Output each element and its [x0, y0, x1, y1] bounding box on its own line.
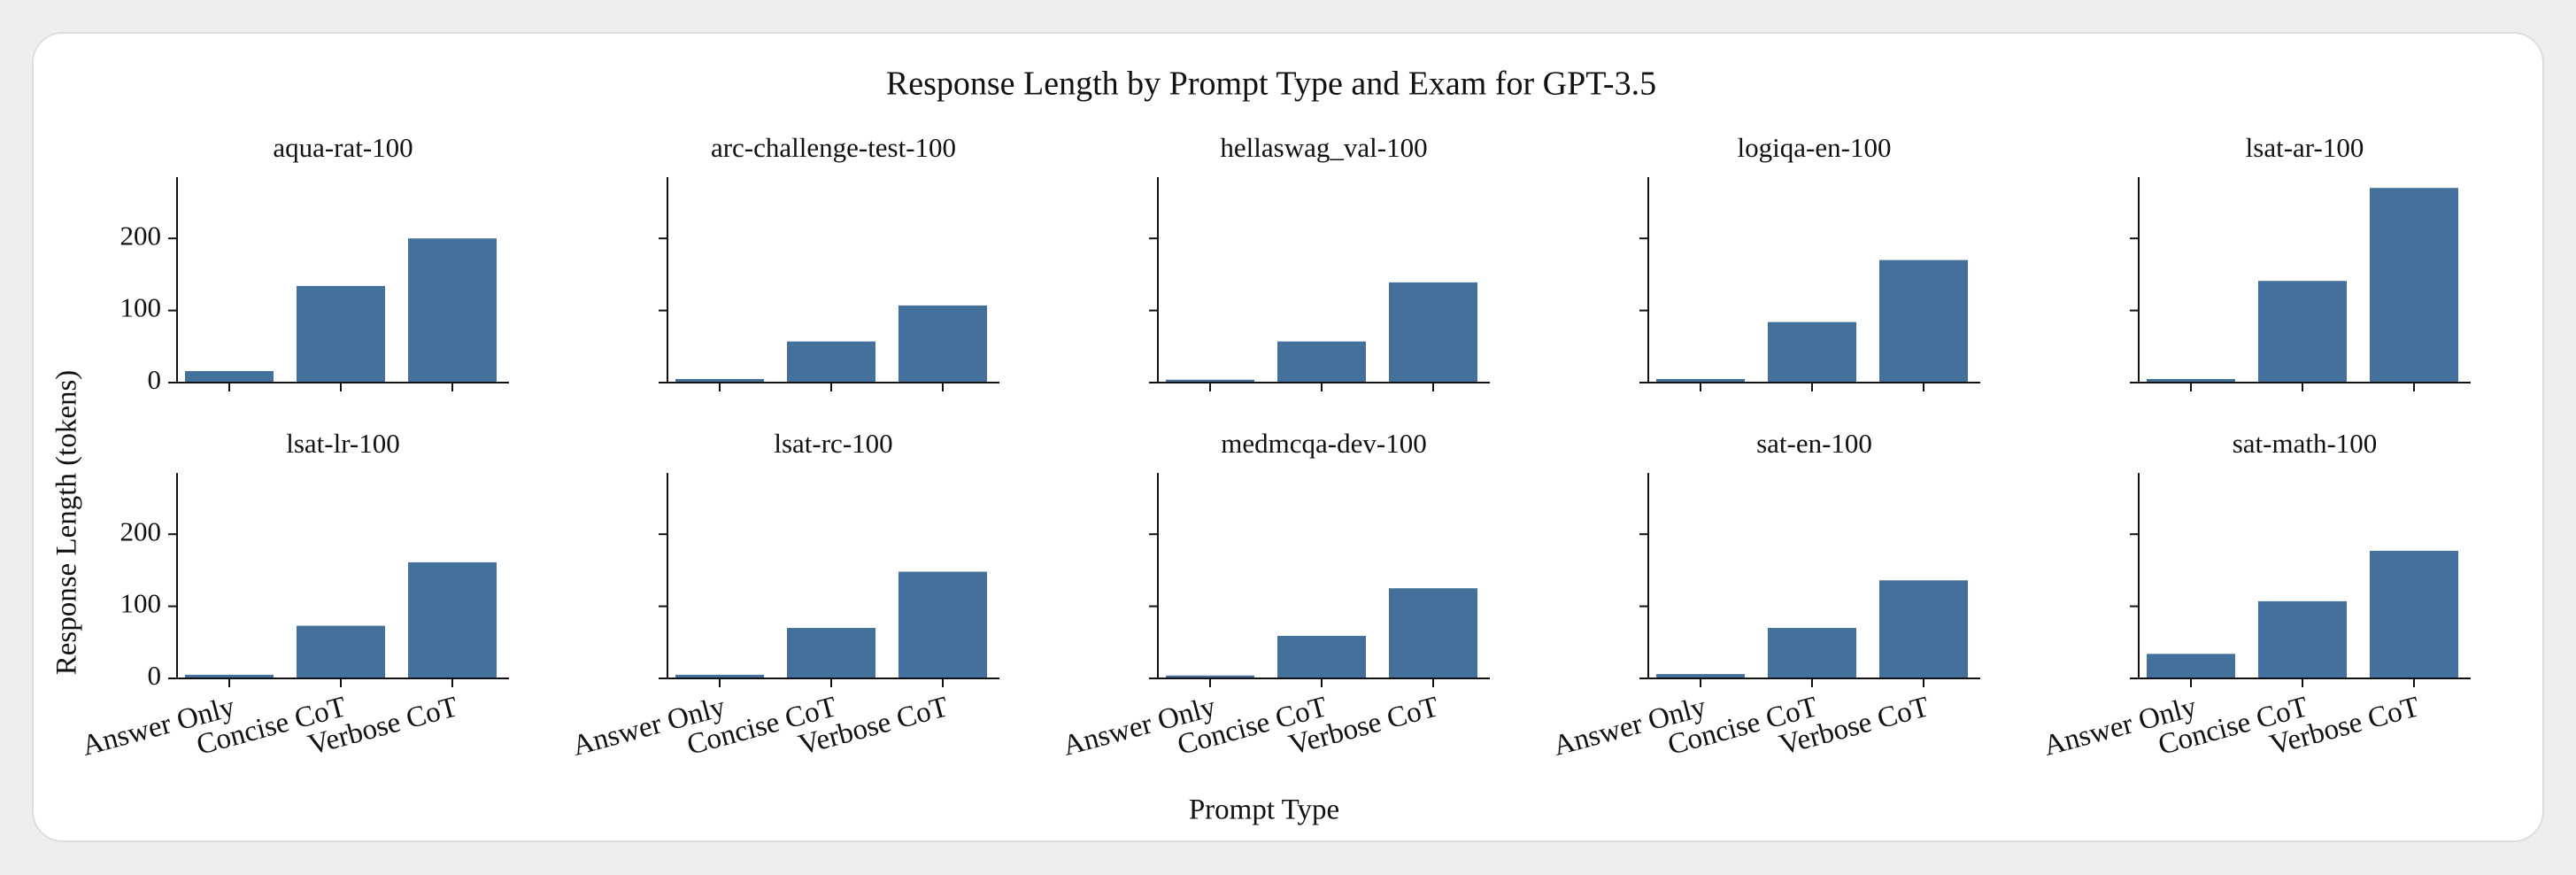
- bar: [1768, 321, 1856, 383]
- bar: [1656, 378, 1745, 383]
- bar: [1768, 628, 1856, 678]
- bar: [1656, 674, 1745, 678]
- bar: [1879, 580, 1968, 678]
- subplot-title: sat-math-100: [2233, 428, 2378, 459]
- bar: [1166, 675, 1254, 678]
- subplot-title: lsat-lr-100: [286, 428, 400, 459]
- y-tick-label: 200: [120, 515, 162, 546]
- bar: [2147, 654, 2235, 678]
- bar: [2258, 281, 2347, 383]
- subplot-title: lsat-ar-100: [2246, 132, 2364, 163]
- bar: [899, 305, 987, 383]
- y-tick-label: 0: [148, 364, 162, 395]
- bar: [675, 674, 764, 678]
- y-axis-label: Response Length (tokens): [51, 370, 83, 676]
- subplot-title: hellaswag_val-100: [1220, 132, 1427, 163]
- bar: [2370, 550, 2458, 678]
- y-tick-label: 200: [120, 220, 162, 251]
- bar: [1879, 259, 1968, 383]
- subplot-title: logiqa-en-100: [1738, 132, 1892, 163]
- bar: [1277, 341, 1366, 383]
- bar: [297, 285, 385, 383]
- bar: [185, 370, 274, 383]
- bar: [787, 341, 875, 383]
- x-axis-label: Prompt Type: [1189, 794, 1339, 826]
- subplot-title: arc-challenge-test-100: [711, 132, 956, 163]
- y-tick-label: 100: [120, 588, 162, 619]
- y-tick-label: 0: [148, 660, 162, 691]
- bar: [185, 674, 274, 678]
- subplot-title: lsat-rc-100: [774, 428, 892, 459]
- subplot-title: aqua-rat-100: [273, 132, 413, 163]
- bar: [1277, 635, 1366, 678]
- bar: [899, 571, 987, 678]
- subplot-title: sat-en-100: [1756, 428, 1872, 459]
- bar: [297, 625, 385, 678]
- bar: [408, 238, 497, 383]
- figure-title: Response Length by Prompt Type and Exam …: [886, 66, 1656, 103]
- bar: [787, 628, 875, 678]
- subplot-title: medmcqa-dev-100: [1221, 428, 1426, 459]
- bar: [1389, 588, 1477, 678]
- bar: [2147, 378, 2235, 383]
- y-tick-label: 100: [120, 292, 162, 323]
- bar: [408, 561, 497, 678]
- bar: [2370, 188, 2458, 383]
- bar: [1389, 282, 1477, 383]
- bar: [1166, 379, 1254, 383]
- bar: [675, 378, 764, 383]
- bar: [2258, 600, 2347, 678]
